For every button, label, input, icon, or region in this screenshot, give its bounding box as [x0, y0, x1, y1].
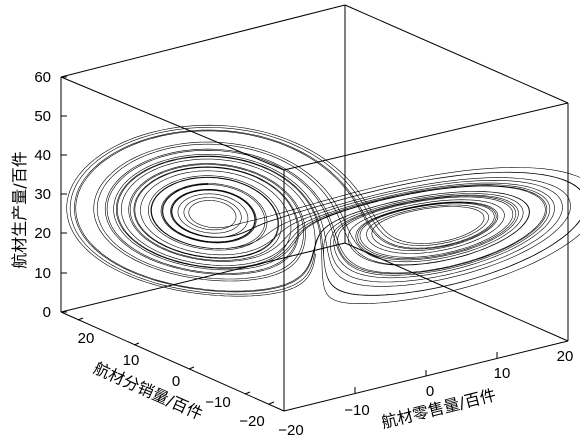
box-edge-top-front-right — [283, 102, 569, 171]
x-tick-label-20: 20 — [557, 348, 574, 365]
y-tick-mark--20 — [268, 401, 275, 405]
z-tick-label-40: 40 — [34, 147, 51, 164]
z-tick-label-60: 60 — [34, 69, 51, 86]
y-tick-mark--10 — [244, 391, 251, 395]
x-axis-label: 航材零售量/百件 — [379, 385, 498, 432]
y-tick-label-0: 0 — [172, 373, 180, 390]
y-tick-label--10: −10 — [205, 394, 230, 411]
y-tick-label--20: −20 — [239, 413, 264, 430]
z-tick-label-30: 30 — [34, 186, 51, 203]
x-tick-label--20: −20 — [278, 422, 303, 439]
z-axis-label: 航材生产量/百件 — [10, 151, 29, 268]
y-tick-mark-0 — [188, 366, 195, 370]
box-edge-top-back-right — [344, 4, 569, 104]
y-axis: 20 10 0 −10 −20 航材分销量/百件 — [77, 317, 275, 430]
z-tick-label-50: 50 — [34, 108, 51, 125]
z-tick-label-10: 10 — [34, 265, 51, 282]
y-tick-mark-10 — [133, 342, 140, 346]
box-edge-top-front-left — [60, 76, 285, 171]
y-tick-label-10: 10 — [123, 352, 140, 369]
y-tick-label-20: 20 — [78, 330, 95, 347]
trajectory-series — [66, 124, 580, 305]
box-edge-top-back-left — [60, 4, 346, 78]
z-tick-label-0: 0 — [43, 304, 51, 321]
z-axis: 0 10 20 30 40 50 60 航材生产量/百件 — [10, 69, 67, 321]
z-ticks — [61, 76, 67, 313]
x-tick-label-0: 0 — [426, 383, 434, 400]
x-ticks — [283, 335, 569, 411]
y-tick-mark-20 — [77, 317, 84, 321]
x-tick-label--10: −10 — [344, 402, 369, 419]
y-ticks — [77, 317, 275, 405]
x-tick-label-10: 10 — [494, 365, 511, 382]
z-tick-label-20: 20 — [34, 225, 51, 242]
box-edge-front-bottom-left — [60, 311, 285, 412]
